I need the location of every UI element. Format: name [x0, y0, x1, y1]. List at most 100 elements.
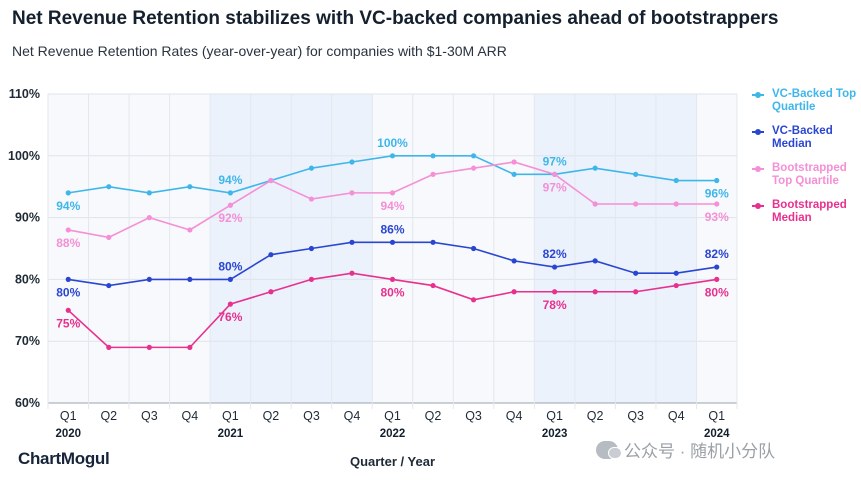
year-label: 2024	[704, 428, 730, 440]
data-label: 100%	[377, 136, 408, 150]
x-tick-label: Q1	[708, 409, 725, 423]
data-point	[65, 276, 71, 282]
data-point	[268, 177, 274, 184]
x-tick-label: Q4	[344, 409, 361, 423]
data-point	[430, 171, 436, 177]
data-point	[511, 159, 517, 165]
data-label: 80%	[380, 285, 404, 299]
data-label: 94%	[218, 173, 242, 187]
x-tick-label: Q1	[546, 409, 563, 423]
brand-logo: ChartMogul	[18, 449, 110, 468]
legend-label: Bootstrapped Top Quartile	[772, 162, 847, 187]
x-tick-label: Q4	[506, 409, 523, 423]
legend-label: VC-Backed Median	[772, 125, 833, 150]
data-point	[65, 227, 71, 233]
data-point	[187, 276, 193, 282]
chart-title: Net Revenue Retention stabilizes with VC…	[12, 8, 779, 29]
legend-label: Bootstrapped Median	[772, 199, 847, 224]
data-point	[308, 276, 315, 282]
data-point	[673, 282, 679, 289]
legend-item-bs-top: Bootstrapped Top Quartile	[752, 162, 857, 188]
x-tick-label: Q3	[303, 409, 320, 423]
data-point	[592, 289, 598, 295]
data-point	[227, 190, 233, 196]
data-label: 96%	[705, 187, 729, 201]
data-point	[349, 270, 355, 276]
data-label: 94%	[380, 199, 404, 213]
data-point	[552, 171, 558, 177]
legend-item-bs-median: Bootstrapped Median	[752, 199, 857, 225]
data-point	[106, 344, 112, 350]
data-point	[714, 201, 720, 207]
data-point	[673, 201, 679, 207]
data-point	[65, 190, 71, 196]
data-point	[592, 165, 598, 171]
data-label: 80%	[705, 285, 729, 299]
data-point	[552, 289, 558, 295]
data-point	[673, 177, 679, 184]
year-label: 2022	[380, 428, 406, 440]
data-point	[227, 301, 233, 307]
data-label: 82%	[543, 247, 567, 261]
legend-marker-icon	[752, 92, 764, 98]
data-point	[470, 297, 477, 303]
x-tick-label: Q1	[384, 409, 401, 423]
data-point	[592, 258, 598, 264]
data-label: 76%	[218, 310, 242, 324]
data-point	[187, 344, 193, 350]
data-point	[308, 165, 315, 171]
x-tick-label: Q1	[222, 409, 239, 423]
year-label: 2020	[55, 428, 81, 440]
data-point	[633, 289, 639, 295]
data-point	[146, 344, 152, 350]
legend-marker-icon	[752, 203, 764, 209]
data-point	[106, 184, 112, 190]
data-label: 88%	[56, 236, 80, 250]
x-tick-label: Q1	[60, 409, 77, 423]
data-point	[106, 282, 112, 289]
legend-label: VC-Backed Top Quartile	[772, 88, 857, 113]
data-label: 80%	[56, 285, 80, 299]
data-point	[430, 153, 436, 159]
data-point	[389, 153, 396, 159]
data-point	[349, 159, 355, 165]
watermark-text: 公众号 · 随机小分队	[624, 442, 776, 461]
data-point	[633, 270, 639, 276]
data-point	[552, 264, 558, 270]
data-point	[389, 276, 396, 282]
data-point	[673, 270, 679, 276]
legend-marker-icon	[752, 129, 764, 135]
y-tick-label: 80%	[15, 272, 40, 286]
data-point	[349, 190, 355, 196]
data-label: 82%	[705, 247, 729, 261]
data-label: 78%	[543, 298, 567, 312]
x-tick-label: Q4	[182, 409, 199, 423]
x-tick-label: Q2	[263, 409, 280, 423]
data-point	[470, 165, 477, 171]
x-tick-label: Q3	[141, 409, 158, 423]
data-point	[430, 239, 436, 245]
data-label: 86%	[380, 222, 404, 236]
data-label: 94%	[56, 199, 80, 213]
x-tick-label: Q2	[587, 409, 604, 423]
data-point	[430, 282, 436, 289]
y-tick-label: 100%	[8, 149, 40, 163]
x-tick-label: Q2	[100, 409, 117, 423]
year-label: 2023	[542, 428, 568, 440]
data-point	[146, 276, 152, 282]
data-point	[511, 171, 517, 177]
data-point	[633, 171, 639, 177]
x-tick-label: Q2	[425, 409, 442, 423]
data-point	[714, 264, 720, 270]
data-point	[268, 289, 274, 295]
data-point	[187, 227, 193, 233]
x-tick-label: Q4	[668, 409, 685, 423]
data-point	[187, 184, 193, 190]
y-tick-label: 60%	[15, 396, 40, 410]
x-axis-label: Quarter / Year	[350, 454, 435, 469]
legend: VC-Backed Top Quartile VC-Backed Median …	[752, 88, 857, 236]
data-point	[308, 245, 315, 252]
data-point	[511, 289, 517, 295]
y-tick-label: 70%	[15, 334, 40, 348]
